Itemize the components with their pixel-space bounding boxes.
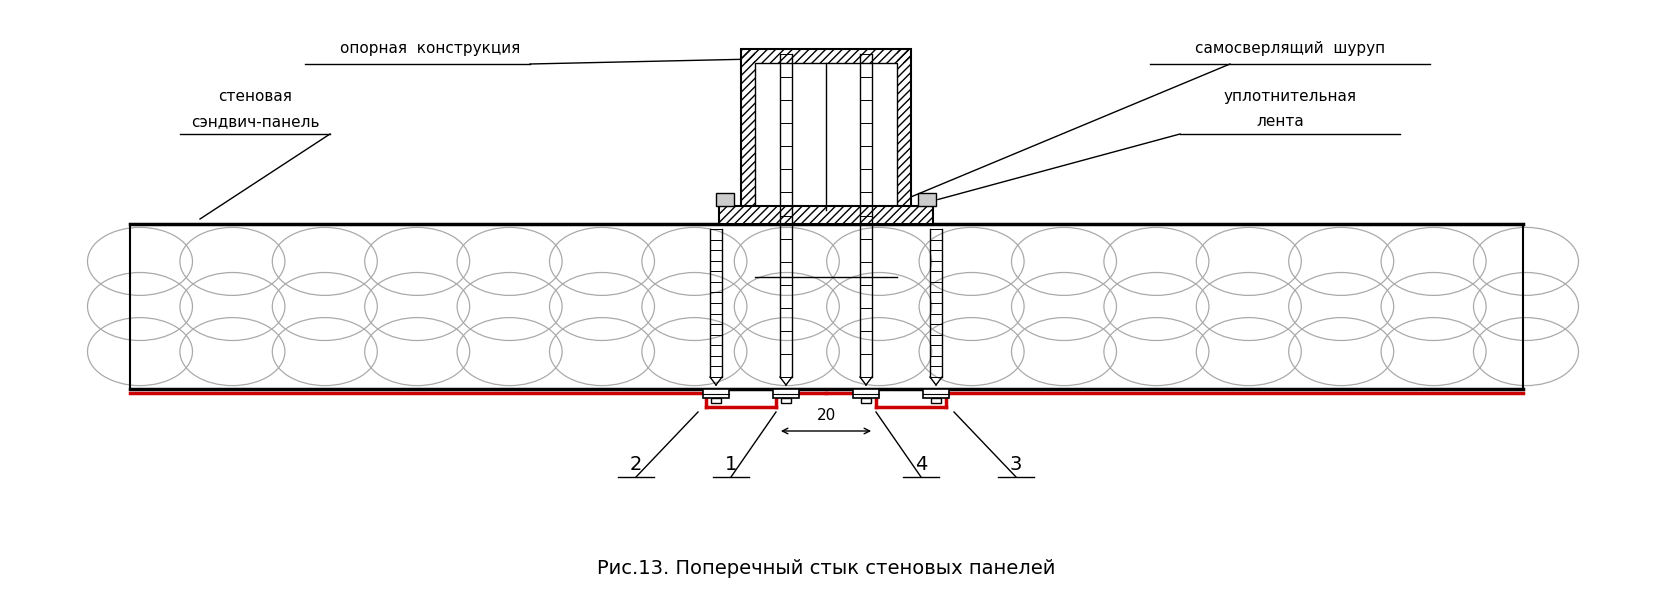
Text: опорная  конструкция: опорная конструкция [341,41,521,56]
Text: стеновая: стеновая [218,89,293,104]
Text: сэндвич-панель: сэндвич-панель [190,114,319,129]
Bar [711,398,721,403]
Bar [774,389,798,398]
Bar [703,389,729,398]
Text: лента: лента [1256,114,1304,129]
Bar [741,49,911,224]
Text: уплотнительная: уплотнительная [1223,89,1357,104]
Bar [741,210,911,224]
Bar [853,389,879,398]
Bar [780,398,792,403]
Bar [741,49,755,224]
Bar [931,398,941,403]
Bar [922,389,949,398]
Text: 20: 20 [817,408,836,423]
Text: Рис.13. Поперечный стык стеновых панелей: Рис.13. Поперечный стык стеновых панелей [597,559,1055,579]
Bar [898,49,911,224]
Text: 3: 3 [1010,455,1022,473]
Bar [755,63,898,210]
Bar [741,49,911,63]
Bar [917,193,936,206]
Bar [719,206,932,224]
Text: 4: 4 [914,455,927,473]
Text: самосверлящий  шуруп: самосверлящий шуруп [1195,41,1385,56]
Bar [719,206,932,224]
Text: 2: 2 [630,455,641,473]
Bar [716,193,734,206]
Text: 1: 1 [724,455,737,473]
Bar [861,398,871,403]
